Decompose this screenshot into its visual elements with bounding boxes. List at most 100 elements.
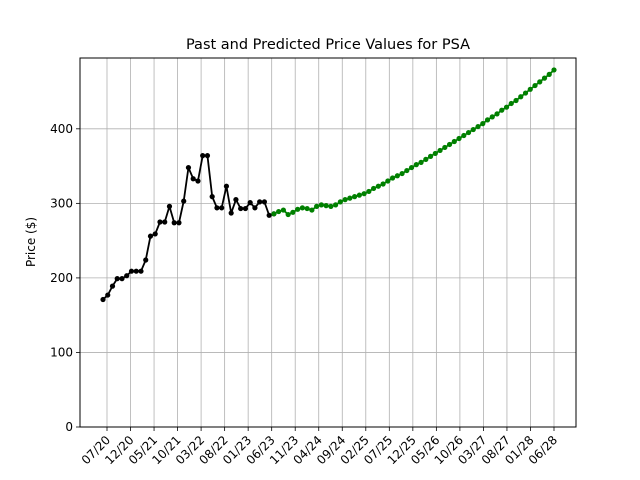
predicted-data-point bbox=[503, 104, 510, 110]
predicted-data-point bbox=[333, 202, 339, 208]
historical-data-point bbox=[181, 198, 187, 204]
historical-data-point bbox=[133, 268, 139, 274]
y-axis-label: Price ($) bbox=[24, 217, 38, 267]
predicted-data-point bbox=[484, 117, 491, 123]
predicted-data-point bbox=[276, 208, 282, 215]
y-axis: 0 100 200 300 400 bbox=[50, 122, 80, 434]
predicted-data-point bbox=[399, 170, 405, 177]
y-tick-label: 200 bbox=[50, 271, 73, 285]
historical-data-point bbox=[266, 212, 272, 218]
historical-data-point bbox=[200, 153, 206, 159]
predicted-data-point bbox=[465, 129, 472, 136]
y-tick-label: 0 bbox=[65, 420, 73, 434]
predicted-data-point bbox=[314, 203, 320, 209]
y-tick-label: 400 bbox=[50, 122, 73, 136]
predicted-data-point bbox=[385, 178, 391, 184]
historical-data-point bbox=[214, 205, 220, 211]
predicted-data-point bbox=[470, 126, 476, 133]
historical-data-point bbox=[261, 199, 268, 205]
predicted-data-point bbox=[437, 147, 443, 154]
predicted-data-point bbox=[442, 144, 448, 151]
historical-data-point bbox=[109, 283, 116, 289]
historical-data-point bbox=[204, 153, 211, 159]
historical-data-point bbox=[143, 257, 149, 263]
predicted-data-point bbox=[356, 192, 362, 198]
y-tick-label: 100 bbox=[50, 345, 73, 359]
predicted-data-point bbox=[541, 75, 548, 81]
historical-data-point bbox=[242, 205, 249, 212]
predicted-data-point bbox=[285, 211, 291, 218]
predicted-data-point bbox=[361, 191, 367, 197]
historical-data-point bbox=[176, 220, 182, 226]
predicted-data-point bbox=[380, 181, 386, 187]
predicted-data-point bbox=[328, 203, 334, 209]
predicted-data-point bbox=[342, 197, 348, 203]
predicted-data-point bbox=[494, 111, 500, 117]
predicted-data-point bbox=[366, 188, 372, 195]
predicted-data-point bbox=[522, 90, 529, 96]
predicted-data-point bbox=[295, 206, 301, 212]
predicted-data-point bbox=[271, 211, 277, 217]
predicted-data-point bbox=[480, 121, 486, 127]
predicted-data-point bbox=[280, 207, 286, 213]
historical-data-point bbox=[162, 219, 168, 225]
historical-data-point bbox=[105, 292, 111, 298]
historical-data-point bbox=[157, 219, 163, 225]
grid-lines bbox=[80, 58, 576, 428]
predicted-data-point bbox=[451, 138, 457, 145]
plot-frame bbox=[79, 57, 577, 428]
predicted-data-point bbox=[418, 159, 424, 165]
historical-data-point bbox=[209, 194, 215, 200]
historical-data-point bbox=[147, 233, 154, 239]
predicted-data-point bbox=[299, 205, 305, 211]
historical-data-point bbox=[152, 231, 158, 237]
predicted-data-point bbox=[532, 82, 538, 89]
predicted-data-point bbox=[347, 195, 353, 201]
series-layer bbox=[100, 67, 557, 303]
predicted-data-point bbox=[389, 175, 396, 181]
historical-data-point bbox=[185, 164, 192, 171]
predicted-data-point bbox=[375, 183, 381, 189]
y-tick-label: 300 bbox=[50, 196, 73, 210]
predicted-data-point bbox=[318, 202, 324, 208]
predicted-data-point bbox=[323, 203, 329, 209]
predicted-data-point bbox=[352, 194, 358, 200]
chart-title: Past and Predicted Price Values for PSA bbox=[186, 37, 470, 53]
historical-data-point bbox=[219, 205, 225, 211]
historical-data-point bbox=[138, 268, 144, 274]
historical-data-point bbox=[166, 203, 173, 209]
predicted-data-point bbox=[456, 135, 462, 142]
predicted-data-point bbox=[290, 209, 296, 215]
historical-data-point bbox=[114, 276, 120, 282]
historical-data-point bbox=[128, 268, 135, 274]
historical-data-point bbox=[195, 178, 201, 184]
historical-data-point bbox=[124, 273, 130, 279]
historical-data-point bbox=[100, 296, 106, 303]
predicted-data-point bbox=[309, 207, 315, 213]
predicted-data-point bbox=[527, 86, 533, 92]
predicted-data-point bbox=[546, 71, 552, 77]
predicted-data-point bbox=[499, 107, 505, 113]
predicted-data-point bbox=[518, 94, 524, 100]
predicted-data-point bbox=[304, 205, 310, 212]
predicted-data-point bbox=[394, 173, 400, 179]
historical-data-point bbox=[247, 200, 253, 206]
historical-data-point bbox=[223, 183, 230, 189]
predicted-data-point bbox=[371, 185, 377, 192]
predicted-data-point bbox=[427, 153, 434, 159]
historical-data-point bbox=[228, 210, 234, 216]
historical-data-point bbox=[257, 199, 263, 205]
predicted-data-point bbox=[408, 164, 415, 171]
predicted-data-point bbox=[551, 67, 557, 73]
predicted-data-point bbox=[432, 150, 438, 157]
predicted-data-point bbox=[423, 156, 429, 162]
historical-data-point bbox=[233, 197, 239, 203]
predicted-data-point bbox=[413, 162, 419, 168]
predicted-data-point bbox=[404, 167, 410, 174]
predicted-data-point bbox=[537, 79, 543, 85]
historical-data-point bbox=[119, 276, 125, 282]
predicted-data-point bbox=[337, 199, 343, 205]
predicted-data-point bbox=[475, 123, 481, 130]
